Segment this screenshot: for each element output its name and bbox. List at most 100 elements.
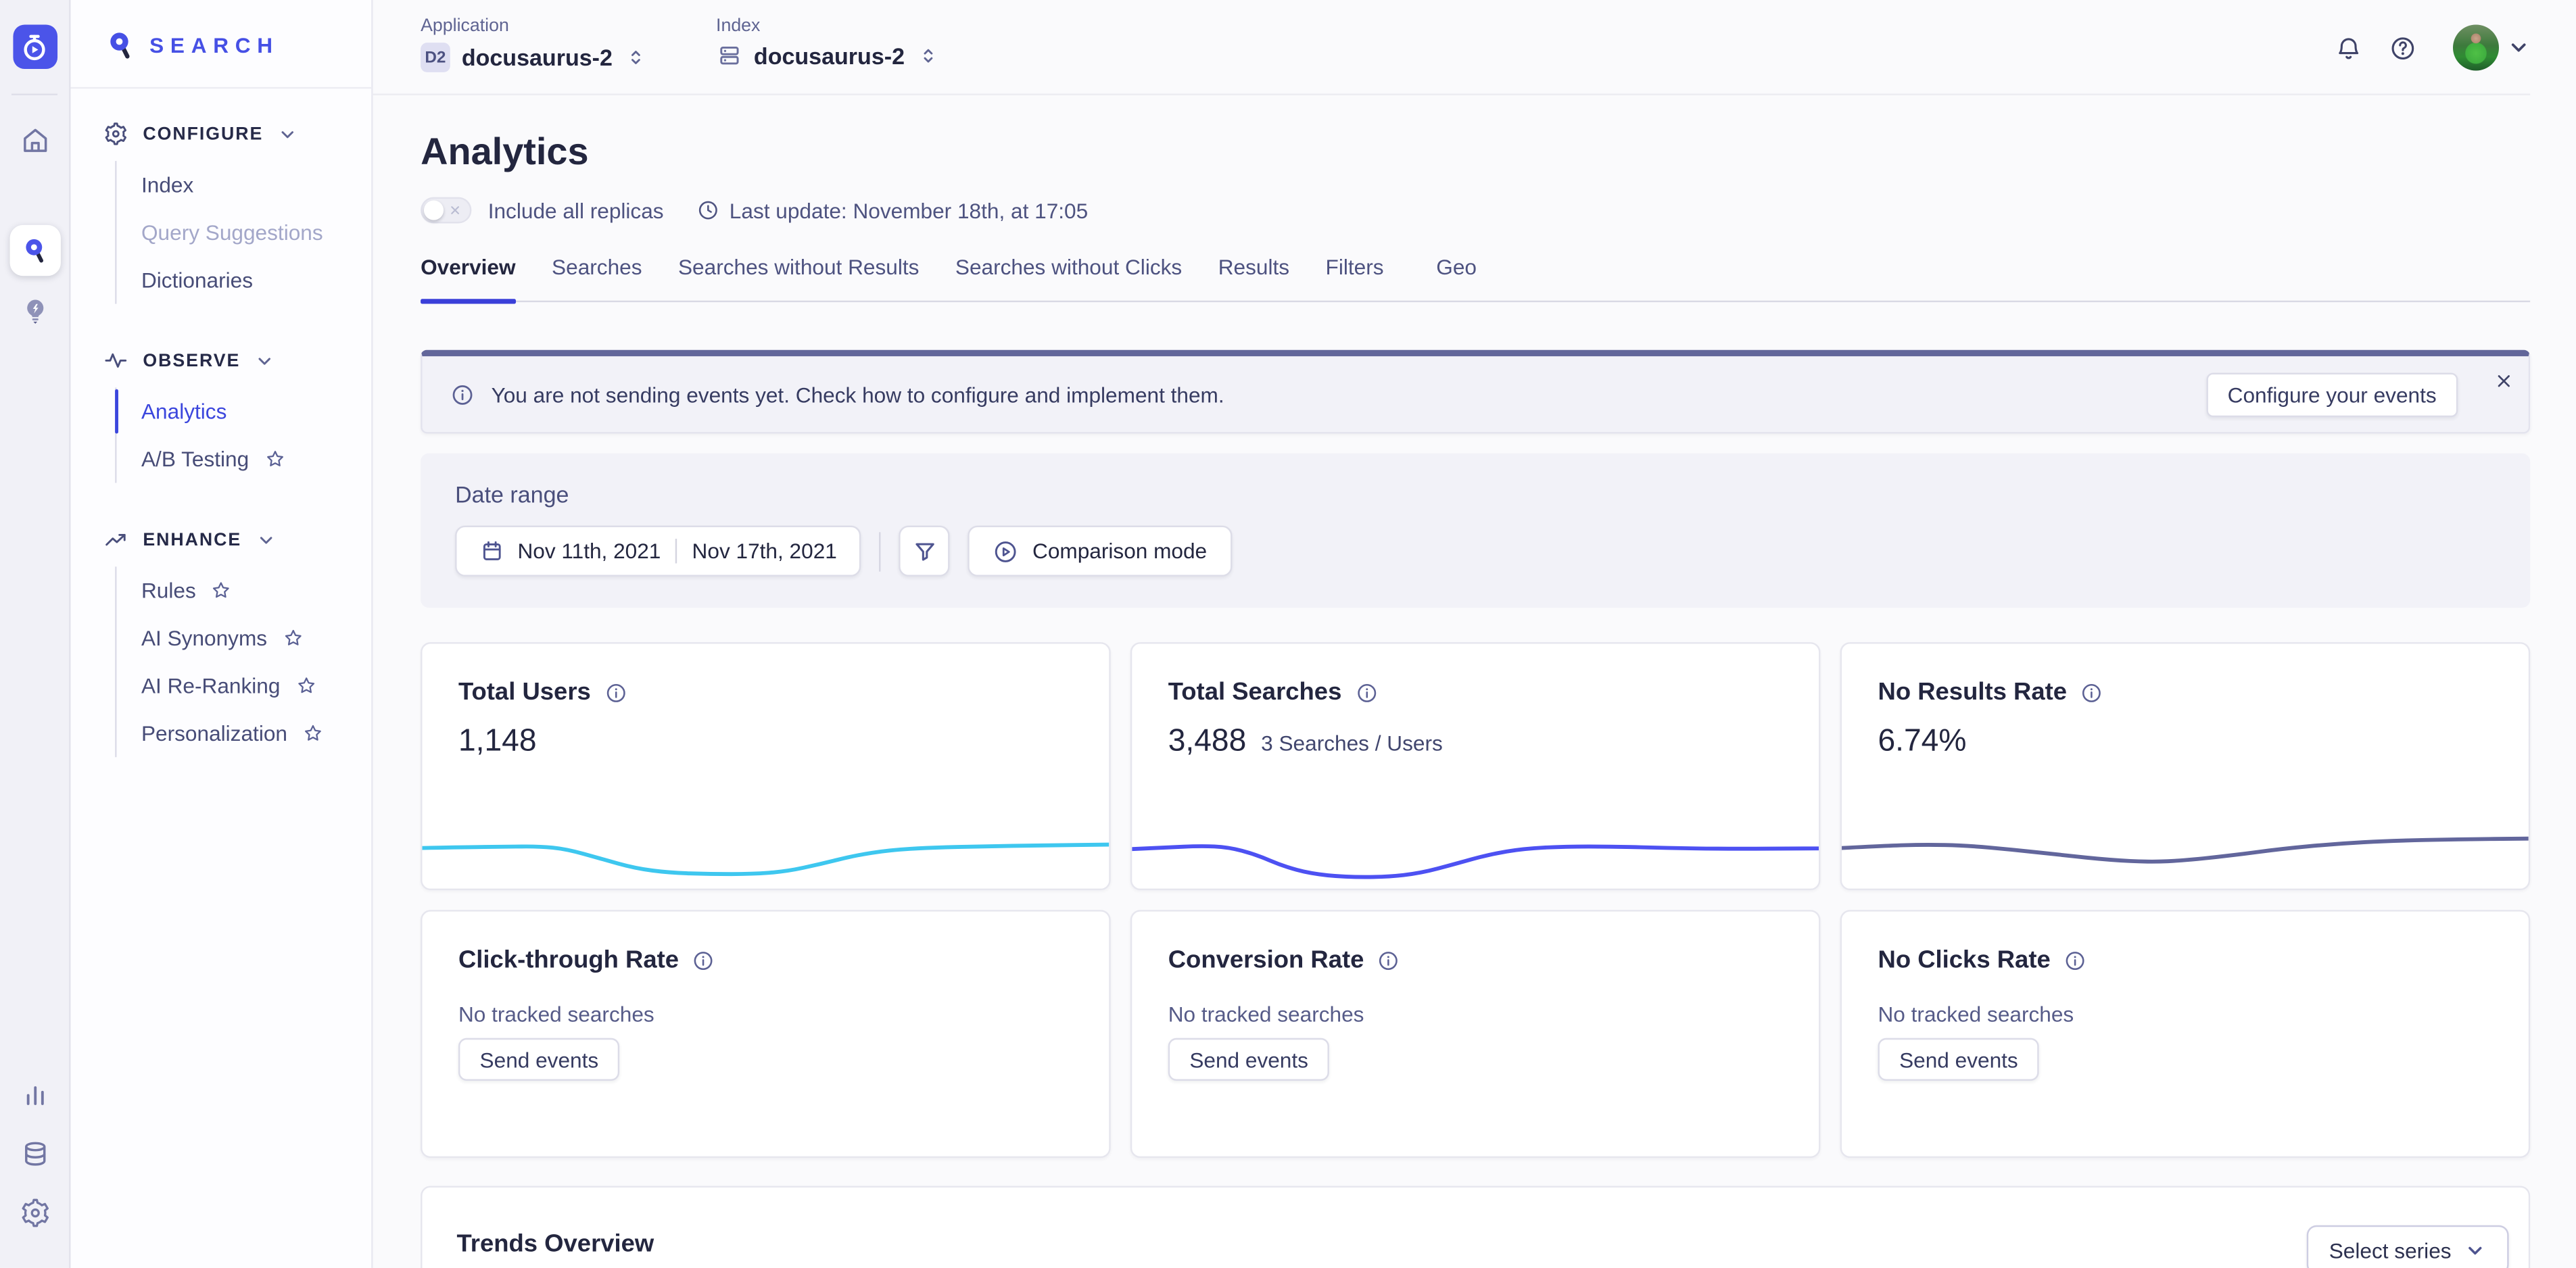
card-note: No tracked searches (458, 1002, 654, 1027)
trend-up-icon (105, 533, 126, 546)
sidebar-item-label: Index (141, 172, 194, 197)
send-events-button[interactable]: Send events (1878, 1038, 2040, 1081)
tab-results[interactable]: Results (1218, 254, 1290, 280)
rail-settings-button[interactable] (9, 1188, 59, 1238)
comparison-mode-button[interactable]: Comparison mode (968, 525, 1232, 577)
sidebar-item-personalization[interactable]: Personalization (141, 710, 371, 757)
chevron-down-icon (258, 357, 271, 364)
star-icon[interactable] (264, 448, 285, 470)
tab-geo[interactable]: Geo (1436, 254, 1477, 280)
rail-data-button[interactable] (9, 1128, 59, 1179)
controls-divider (880, 531, 882, 571)
send-events-button[interactable]: Send events (1168, 1038, 1330, 1081)
rail-home-button[interactable] (9, 115, 59, 166)
sidebar-item-dictionaries[interactable]: Dictionaries (141, 256, 371, 303)
info-icon[interactable] (1377, 948, 1400, 971)
search-product-logo: SEARCH (70, 0, 371, 62)
sidebar-item-label: Query Suggestions (141, 220, 323, 245)
topbar-right-group (2335, 24, 2530, 71)
nav-header-observe[interactable]: OBSERVE (103, 348, 371, 372)
app-switcher-button[interactable] (12, 24, 57, 70)
info-icon[interactable] (1355, 681, 1378, 704)
nav-header-enhance[interactable]: ENHANCE (103, 527, 371, 552)
user-menu-chevron-icon[interactable] (2507, 36, 2530, 59)
calendar-icon (483, 541, 501, 560)
clock-icon (698, 201, 717, 220)
tab-searches-without-clicks[interactable]: Searches without Clicks (955, 254, 1183, 280)
tab-searches-without-results[interactable]: Searches without Results (677, 254, 920, 280)
card-click-through-rate: Click-through Rate No tracked searches S… (421, 910, 1111, 1159)
sidebar-item-ai-re-ranking[interactable]: AI Re-Ranking (141, 662, 371, 709)
nav-items-configure: Index Query Suggestions Dictionaries (115, 161, 371, 304)
rail-bottom-group (9, 1069, 59, 1268)
info-icon[interactable] (692, 948, 715, 971)
rail-monitoring-button[interactable] (9, 1069, 59, 1120)
bulb-flash-icon (26, 299, 43, 324)
filter-button[interactable] (899, 525, 951, 577)
info-icon[interactable] (2080, 681, 2103, 704)
send-events-button[interactable]: Send events (458, 1038, 620, 1081)
events-banner: You are not sending events yet. Check ho… (421, 349, 2531, 434)
nav-header-configure[interactable]: CONFIGURE (103, 122, 371, 146)
rail-search-button[interactable] (9, 224, 60, 276)
toggle-off-x-icon (451, 206, 460, 214)
sidebar-item-index[interactable]: Index (141, 161, 371, 208)
tab-overview[interactable]: Overview (421, 255, 516, 303)
nav-section-observe: OBSERVE Analytics A/B Testing (103, 348, 371, 483)
date-end: Nov 17th, 2021 (692, 539, 837, 564)
bar-chart-icon (26, 1086, 43, 1105)
date-range-picker[interactable]: Nov 11th, 2021 Nov 17th, 2021 (455, 525, 862, 577)
nav-items-enhance: Rules AI Synonyms AI Re-Ranking (115, 566, 371, 758)
card-note: No tracked searches (1168, 1002, 1364, 1027)
rail-recommend-button[interactable] (9, 286, 59, 337)
configure-events-button[interactable]: Configure your events (2206, 372, 2458, 417)
sidebar-item-label: Analytics (141, 399, 227, 424)
sidebar-item-ab-testing[interactable]: A/B Testing (141, 435, 371, 483)
card-total-searches: Total Searches 3,488 3 Searches / Users (1130, 642, 1821, 891)
date-range-panel: Date range Nov 11th, 2021 Nov 17th, 2021 (421, 453, 2531, 608)
sidebar: SEARCH CONFIGURE (70, 0, 373, 1268)
tab-filters[interactable]: Filters (1325, 254, 1384, 280)
nav-section-label: ENHANCE (143, 529, 242, 550)
card-value: 1,148 (458, 724, 537, 759)
card-title: Total Searches (1168, 678, 1342, 706)
search-product-icon (25, 239, 43, 263)
index-selector[interactable]: Index docusaurus-2 (716, 0, 939, 69)
card-total-users: Total Users 1,148 (421, 642, 1111, 891)
star-icon[interactable] (211, 580, 233, 602)
card-no-results-rate: No Results Rate 6.74% (1840, 642, 2531, 891)
star-icon[interactable] (302, 723, 324, 744)
card-title: Total Users (458, 678, 591, 706)
sidebar-item-rules[interactable]: Rules (141, 566, 371, 614)
sidebar-item-label: Rules (141, 578, 196, 603)
card-title: No Results Rate (1878, 678, 2068, 706)
trends-title: Trends Overview (456, 1230, 654, 1259)
help-icon (2391, 36, 2414, 59)
meta-row: Include all replicas Last update: Novemb… (421, 197, 2530, 224)
include-replicas-toggle[interactable] (421, 197, 472, 224)
select-series-button[interactable]: Select series (2306, 1225, 2509, 1268)
close-icon[interactable] (2494, 371, 2514, 391)
nav-items-observe: Analytics A/B Testing (114, 387, 371, 483)
info-icon[interactable] (2064, 948, 2086, 971)
tab-searches[interactable]: Searches (552, 254, 642, 280)
star-icon[interactable] (295, 675, 316, 697)
star-icon[interactable] (282, 627, 304, 649)
database-icon (24, 1142, 45, 1166)
sidebar-item-analytics[interactable]: Analytics (114, 387, 371, 435)
pulse-icon (105, 353, 127, 368)
help-button[interactable] (2389, 34, 2416, 62)
info-icon[interactable] (604, 681, 627, 704)
notifications-button[interactable] (2335, 34, 2362, 62)
index-value: docusaurus-2 (753, 43, 905, 70)
stopwatch-app-icon (24, 34, 45, 59)
application-selector[interactable]: Application D2 docusaurus-2 (421, 0, 647, 72)
search-pin-icon (110, 32, 130, 59)
date-separator (675, 539, 677, 564)
sparkline-no-results-rate (1842, 803, 2529, 888)
user-avatar[interactable] (2452, 24, 2500, 71)
sidebar-item-ai-synonyms[interactable]: AI Synonyms (141, 614, 371, 662)
sidebar-item-query-suggestions[interactable]: Query Suggestions (141, 209, 371, 256)
gear-icon (21, 1198, 48, 1227)
